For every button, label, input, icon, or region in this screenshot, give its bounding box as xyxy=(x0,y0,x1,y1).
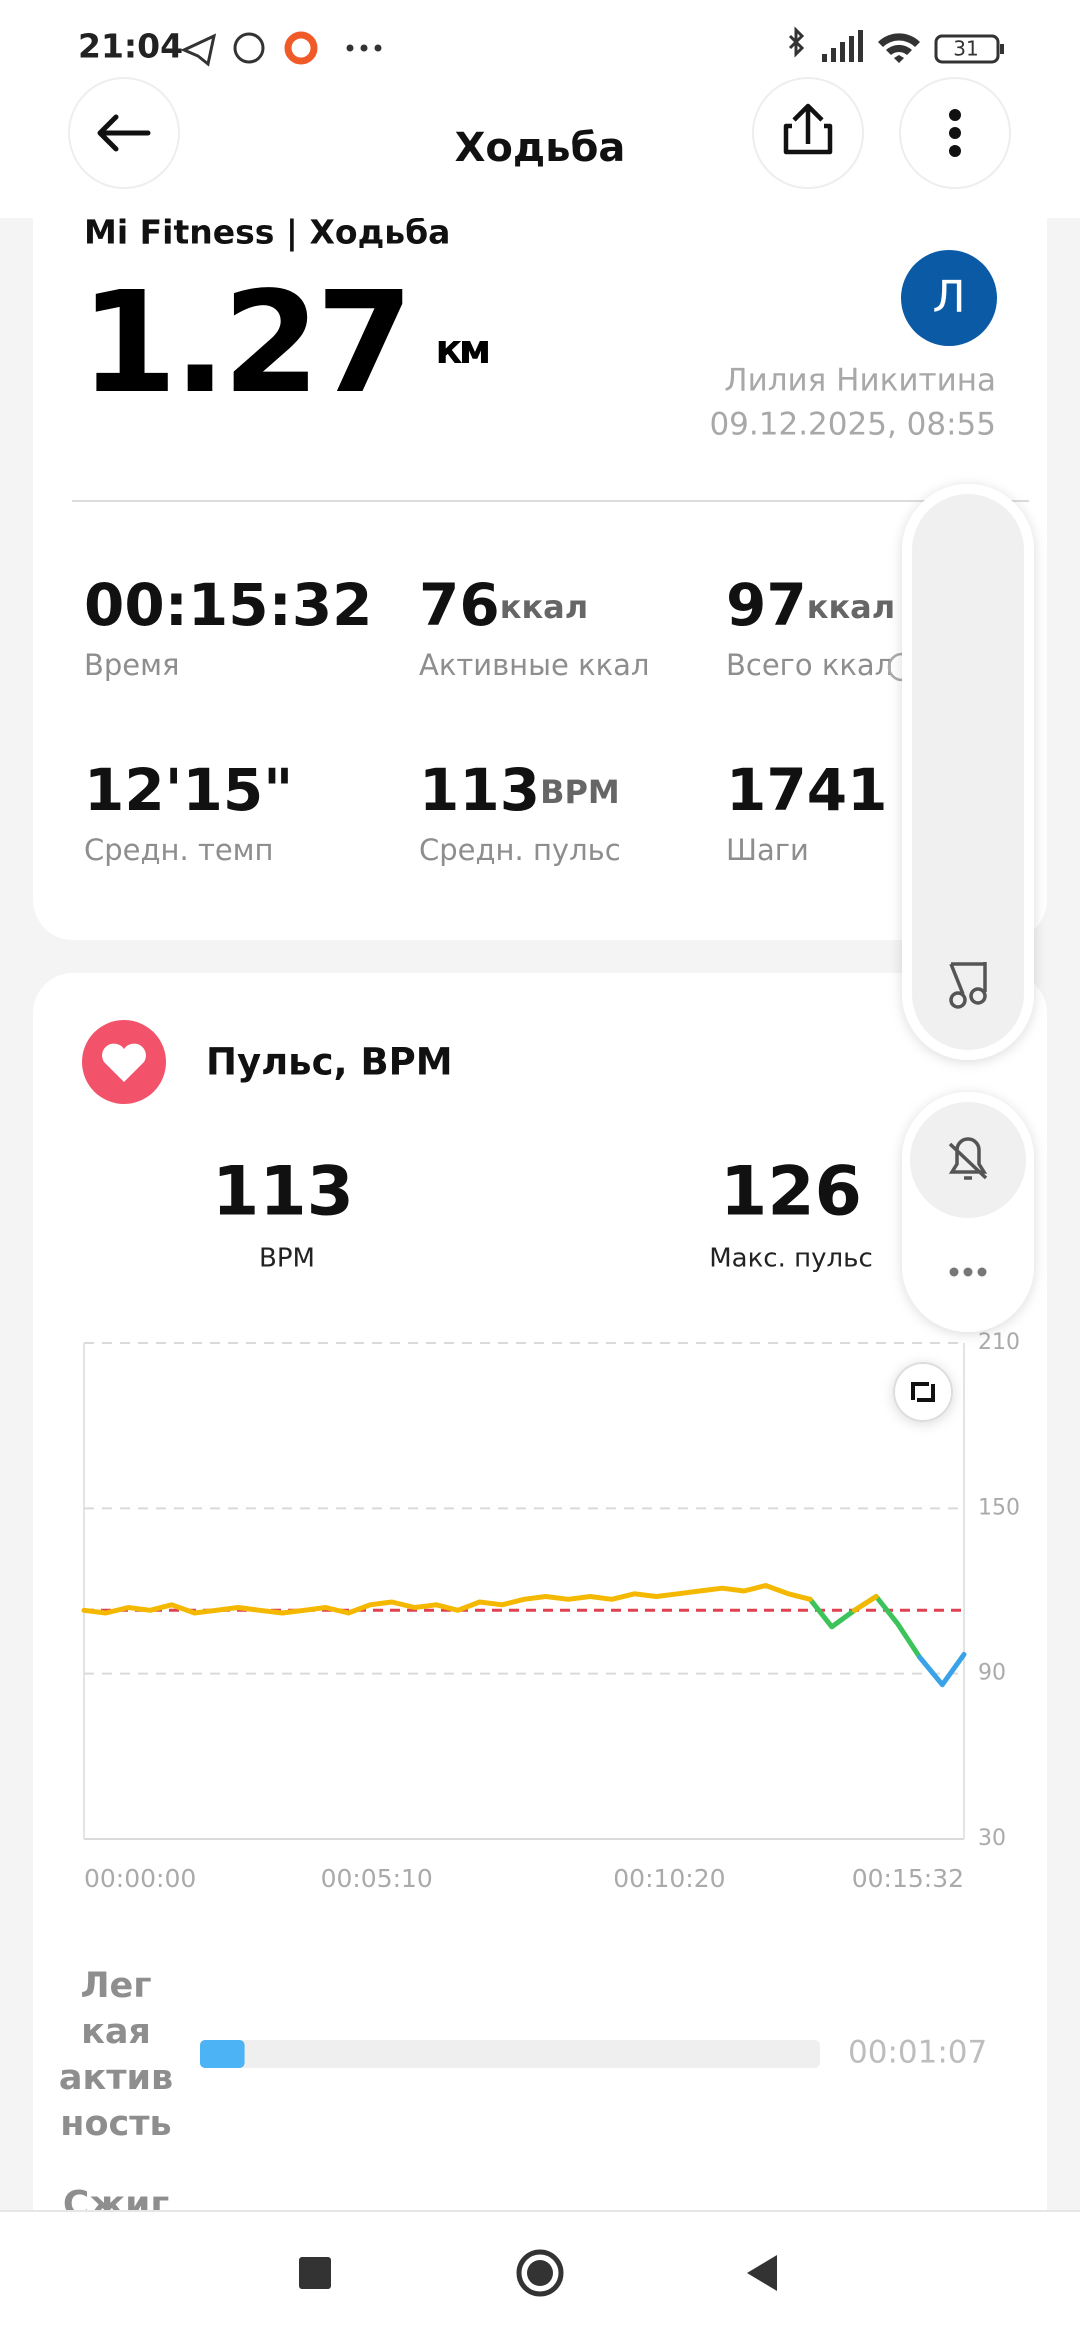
nav-back[interactable] xyxy=(747,2255,777,2291)
stat-number: 12'15" xyxy=(84,756,293,824)
zone-name: кая xyxy=(81,2012,151,2052)
heart-chart: 30 90 150 210 00:00:00 00:05:10 00:10:20 00:15:… xyxy=(81,1330,1020,1893)
status-right-icons xyxy=(788,26,1004,64)
y-tick-label: 210 xyxy=(978,1330,1020,1355)
zone-name: ность xyxy=(60,2104,171,2144)
side-icon xyxy=(949,962,987,1009)
stat-number: 76 xyxy=(419,571,500,639)
mute-icon xyxy=(948,1137,988,1180)
zone-track xyxy=(200,2040,820,2068)
stat-value: 00:15:32 xyxy=(84,571,373,639)
content: Mi Fitness | Ходьба 1.27 км Л Лилия Никит… xyxy=(33,160,1047,2225)
stat-value: 76ккал xyxy=(419,571,588,639)
stat-unit: ккал xyxy=(500,588,588,626)
expand-icon xyxy=(911,1382,935,1402)
stat-value: 113BPM xyxy=(419,756,620,824)
stat-label: Время xyxy=(84,648,179,682)
nav-home-dot xyxy=(527,2260,553,2286)
stat-value: 12'15" xyxy=(84,756,293,824)
x-tick-label: 00:10:20 xyxy=(613,1864,725,1893)
stat-unit: ккал xyxy=(807,588,895,626)
y-tick-label: 150 xyxy=(978,1495,1020,1520)
more-dots[interactable] xyxy=(949,1267,987,1277)
status-more xyxy=(346,44,382,52)
stat-label: Активные ккал xyxy=(419,648,649,682)
avg-hr-label: BPM xyxy=(259,1244,315,1274)
max-hr-label: Макс. пульс xyxy=(709,1244,873,1274)
menu-icon xyxy=(949,109,961,157)
stat-number: 00:15:32 xyxy=(84,571,373,639)
stat-unit: BPM xyxy=(540,773,620,811)
distance: 1.27 км xyxy=(80,262,489,425)
summary-card xyxy=(33,160,1047,940)
hr-line xyxy=(81,1583,879,1616)
heart-title: Пульс, BPM xyxy=(206,1041,453,1084)
max-hr: 126 xyxy=(720,1153,862,1232)
side-slider[interactable] xyxy=(912,494,1024,1050)
hr-line xyxy=(917,1651,967,1688)
avatar-letter: Л xyxy=(932,272,965,323)
zone-duration: 00:01:07 xyxy=(848,2035,987,2071)
zone-bar xyxy=(200,2040,245,2068)
avatar[interactable] xyxy=(901,250,997,346)
heart-card xyxy=(33,973,1047,2211)
heart-icon xyxy=(102,1043,146,1082)
zones: Лег кая актив ность 00:01:07 xyxy=(59,1966,987,2144)
stat-value: 1741 xyxy=(726,756,887,824)
next-zone: Сжиг xyxy=(63,2184,169,2225)
stat-number: 1741 xyxy=(726,756,887,824)
x-tick-label: 00:15:32 xyxy=(852,1864,964,1893)
distance-value: 1.27 xyxy=(80,262,409,425)
stat-label: Средн. темп xyxy=(84,833,274,867)
x-tick-label: 00:05:10 xyxy=(321,1864,433,1893)
nav-home[interactable] xyxy=(516,2249,564,2297)
stat-number: 97 xyxy=(726,571,807,639)
battery-level: 31 xyxy=(953,37,978,61)
back-icon xyxy=(97,114,151,152)
status-icons xyxy=(180,31,318,67)
y-tick-label: 90 xyxy=(978,1661,1006,1686)
zone-name: Лег xyxy=(80,1966,151,2006)
y-tick-label: 30 xyxy=(978,1826,1006,1851)
stat-label: Шаги xyxy=(726,833,809,867)
header-title: Ходьба xyxy=(455,125,626,171)
stat-label: Средн. пульс xyxy=(419,833,621,867)
zone-name: актив xyxy=(59,2058,173,2098)
stat-value: 97ккал xyxy=(726,571,895,639)
expand-button[interactable] xyxy=(893,1362,953,1422)
datetime: 09.12.2025, 08:55 xyxy=(709,407,996,443)
source: Mi Fitness | Ходьба xyxy=(84,213,450,252)
stat-number: 113 xyxy=(419,756,540,824)
distance-unit: км xyxy=(435,327,488,373)
x-tick-label: 00:00:00 xyxy=(84,1864,196,1893)
nav-recent[interactable] xyxy=(299,2257,331,2289)
status-time: 21:04 xyxy=(78,27,183,66)
stat-label: Всего ккал xyxy=(726,648,893,682)
share-icon xyxy=(783,103,833,155)
avg-hr: 113 xyxy=(212,1153,354,1232)
user-name: Лилия Никитина xyxy=(724,363,996,399)
